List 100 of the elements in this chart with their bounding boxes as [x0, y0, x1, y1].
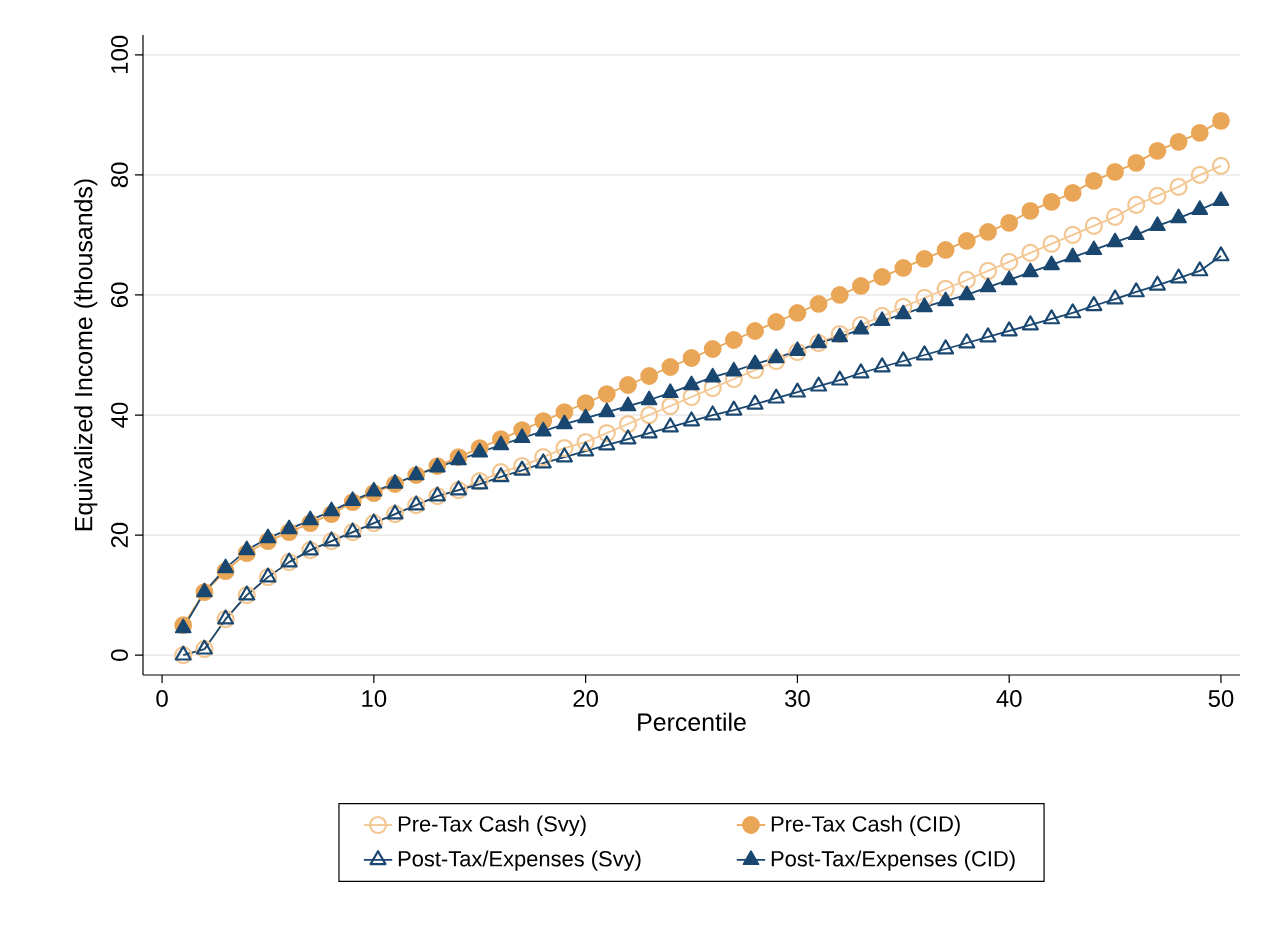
x-tick-label: 40 [996, 690, 1022, 707]
point [322, 531, 341, 547]
point [936, 241, 955, 259]
point [978, 261, 998, 281]
point [1148, 141, 1167, 160]
point [1169, 132, 1188, 151]
point [1212, 191, 1230, 206]
point [1191, 200, 1209, 215]
point [258, 568, 278, 587]
point [703, 340, 722, 358]
point [661, 358, 680, 376]
point [217, 609, 235, 625]
point [576, 394, 595, 412]
point [873, 268, 892, 286]
point [598, 402, 616, 418]
point [915, 250, 934, 268]
point [1000, 214, 1019, 232]
point [1042, 234, 1061, 254]
x-axis-title: Percentile [638, 712, 746, 731]
point [1127, 225, 1145, 241]
point [640, 423, 658, 439]
point [449, 480, 468, 500]
point [979, 277, 997, 293]
point [831, 370, 849, 386]
point [407, 495, 425, 511]
point [1105, 207, 1125, 227]
point [1064, 303, 1082, 319]
point [1170, 268, 1188, 284]
point [979, 223, 997, 241]
point [195, 640, 214, 659]
point [1148, 275, 1166, 291]
point [385, 505, 405, 524]
point [343, 523, 362, 542]
point [894, 351, 912, 367]
point [450, 480, 468, 496]
point [491, 462, 511, 482]
point [1106, 289, 1124, 305]
point [1042, 193, 1061, 211]
point [428, 486, 447, 506]
point [852, 363, 870, 379]
x-tick-label: 10 [362, 690, 387, 707]
point [1170, 208, 1187, 224]
point [873, 357, 891, 373]
point [1043, 255, 1060, 271]
point [915, 345, 934, 361]
point [810, 376, 828, 392]
point [661, 417, 679, 433]
point [1190, 123, 1209, 142]
point [1000, 270, 1018, 286]
point [1212, 246, 1230, 262]
legend-label: Pre-Tax Cash (Svy) [398, 815, 586, 836]
point [1021, 243, 1040, 263]
point [301, 540, 319, 556]
point [597, 423, 616, 443]
point [576, 432, 595, 452]
point [979, 327, 997, 343]
point [1127, 153, 1146, 172]
point [746, 322, 764, 340]
point [682, 411, 701, 427]
point [364, 514, 383, 533]
point [174, 645, 192, 661]
point [238, 585, 256, 601]
point [661, 396, 680, 416]
point [788, 382, 806, 398]
point [958, 285, 976, 301]
point [386, 504, 404, 520]
point [174, 646, 193, 665]
x-tick-label: 50 [1208, 690, 1234, 707]
point [1021, 315, 1039, 331]
point [407, 495, 426, 515]
point [937, 291, 954, 307]
point [344, 491, 362, 507]
point [661, 383, 679, 399]
point [682, 387, 701, 407]
point [830, 286, 849, 304]
point [259, 567, 277, 583]
point [746, 354, 764, 370]
point [1191, 261, 1209, 277]
point [873, 311, 891, 326]
point [1127, 195, 1146, 214]
point [1042, 309, 1061, 325]
point [1084, 216, 1103, 236]
point [1084, 171, 1103, 190]
point [428, 486, 446, 502]
point [344, 522, 362, 538]
point [1085, 296, 1103, 312]
point [1085, 240, 1103, 256]
point [618, 414, 638, 434]
point [957, 232, 976, 250]
point [322, 532, 341, 551]
point [534, 447, 553, 467]
point [1211, 156, 1231, 175]
point [216, 610, 235, 629]
point [958, 333, 976, 349]
point [725, 361, 743, 377]
point [1022, 262, 1039, 278]
point [894, 304, 912, 320]
point [894, 297, 913, 317]
point [767, 388, 785, 404]
point [1063, 225, 1082, 245]
